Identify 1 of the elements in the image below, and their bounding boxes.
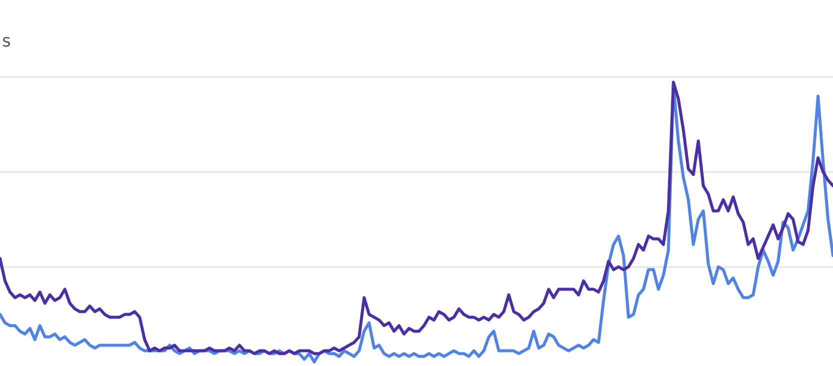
chart-title: s [2, 32, 11, 52]
